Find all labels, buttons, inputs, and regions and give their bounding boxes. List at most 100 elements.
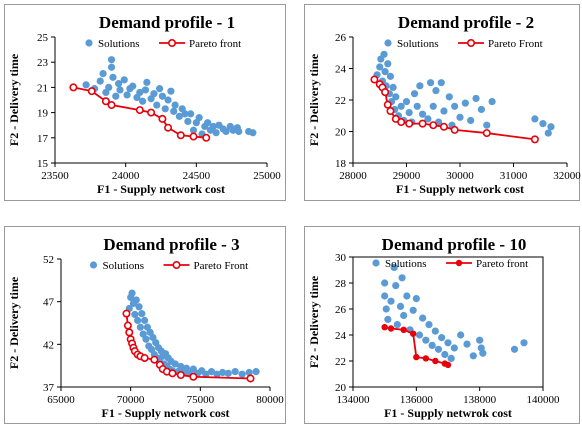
- solution-point: [107, 63, 116, 71]
- solution-point: [426, 79, 435, 87]
- solution-point: [472, 94, 480, 103]
- solution-point: [158, 92, 167, 100]
- solution-point: [184, 117, 192, 126]
- pareto-point: [397, 118, 406, 127]
- solution-point: [477, 105, 485, 114]
- pareto-point: [482, 129, 491, 138]
- solution-point: [384, 315, 392, 323]
- solution-point: [479, 349, 487, 357]
- y-tick-label: 24: [335, 330, 347, 342]
- solution-point: [396, 302, 405, 310]
- solution-point: [175, 112, 183, 120]
- solution-point: [429, 102, 437, 110]
- solution-point: [450, 344, 458, 352]
- solution-point: [99, 69, 107, 78]
- solution-point: [131, 310, 139, 319]
- solution-point: [390, 263, 398, 271]
- y-axis-label: F2 - Delivery time: [7, 276, 21, 369]
- solution-point: [136, 88, 144, 97]
- pareto-point: [158, 114, 167, 123]
- pareto-point: [432, 357, 439, 365]
- pareto-point: [123, 321, 132, 330]
- solution-point: [142, 335, 150, 343]
- y-tick-label: 22: [335, 356, 346, 368]
- solution-point: [412, 295, 420, 303]
- solution-point: [419, 314, 427, 322]
- solution-point: [181, 110, 189, 118]
- solution-point: [381, 68, 389, 76]
- solution-point: [138, 310, 146, 318]
- solution-point: [483, 121, 491, 129]
- y-axis-label: F2 - Delivery time: [7, 53, 21, 146]
- y-tick-label: 19: [37, 108, 49, 120]
- solution-point: [444, 339, 452, 347]
- solution-point: [209, 122, 217, 131]
- solution-point: [141, 316, 149, 325]
- x-tick-label: 25000: [253, 170, 281, 182]
- solution-point: [105, 83, 113, 91]
- solution-point: [392, 93, 400, 101]
- pareto-point: [444, 361, 452, 369]
- x-axis-label: F1 - Supply network cost: [97, 182, 225, 196]
- solution-point: [381, 279, 389, 287]
- solution-point: [155, 85, 164, 93]
- legend-pareto-marker: [168, 38, 177, 47]
- chart-svg-2: Demand profile - 2 28000 29000 30000 31000 32…: [307, 13, 581, 196]
- solution-point: [403, 292, 411, 300]
- legend-pareto-label: Pareto Front: [194, 260, 249, 272]
- pareto-point: [122, 309, 131, 318]
- pareto-point: [87, 87, 96, 96]
- solution-point: [167, 87, 175, 95]
- legend-pareto-label: Pareto front: [476, 258, 528, 270]
- chart-svg-3: Demand profile - 3 65000 70000 75000 80000 37…: [7, 235, 284, 420]
- solution-point: [510, 345, 519, 353]
- solution-point: [476, 336, 484, 344]
- pareto-point: [383, 100, 392, 109]
- solution-point: [195, 114, 203, 122]
- solution-point: [415, 331, 424, 339]
- y-tick-label: 30: [335, 252, 347, 264]
- solution-point: [380, 50, 388, 58]
- solution-point: [249, 129, 257, 137]
- y-tick-label: 42: [43, 339, 54, 351]
- solution-point: [204, 119, 212, 127]
- solution-point: [428, 341, 436, 349]
- solution-point: [171, 360, 179, 368]
- pareto-point: [381, 88, 390, 97]
- solution-point: [451, 102, 459, 110]
- solution-point: [224, 369, 232, 377]
- pareto-point: [386, 107, 395, 116]
- x-tick-label: 70000: [117, 394, 145, 406]
- solution-point: [447, 354, 455, 362]
- solution-point: [405, 109, 413, 117]
- solution-point: [212, 129, 220, 137]
- solution-point: [187, 110, 195, 118]
- solution-point: [422, 336, 430, 344]
- solution-point: [461, 99, 469, 107]
- solution-point: [416, 82, 424, 90]
- y-tick-label: 28: [335, 278, 347, 290]
- solution-point: [418, 110, 427, 118]
- y-axis-label: F2 - Delivery time: [307, 53, 321, 146]
- solution-point: [467, 116, 475, 125]
- chart-svg-1: Demand profile - 1 23500 24000 24500 25000 15…: [7, 13, 281, 196]
- solution-point: [400, 311, 408, 320]
- solution-point: [441, 350, 449, 359]
- y-tick-label: 22: [335, 95, 346, 107]
- y-tick-label: 25: [37, 32, 49, 44]
- legend-pareto-label: Pareto front: [189, 38, 241, 50]
- solution-point: [161, 105, 169, 113]
- pareto-point: [418, 119, 427, 128]
- pareto-point: [413, 353, 420, 361]
- solution-point: [386, 72, 395, 80]
- x-tick-label: 31000: [500, 170, 528, 182]
- solution-point: [457, 331, 465, 339]
- solution-point: [387, 297, 395, 305]
- pareto-point: [101, 97, 110, 106]
- legend-solutions-marker: [89, 261, 98, 269]
- y-tick-label: 26: [335, 304, 347, 316]
- solution-point: [213, 370, 221, 378]
- solution-point: [207, 368, 216, 376]
- solution-point: [245, 368, 253, 377]
- solution-point: [171, 101, 179, 109]
